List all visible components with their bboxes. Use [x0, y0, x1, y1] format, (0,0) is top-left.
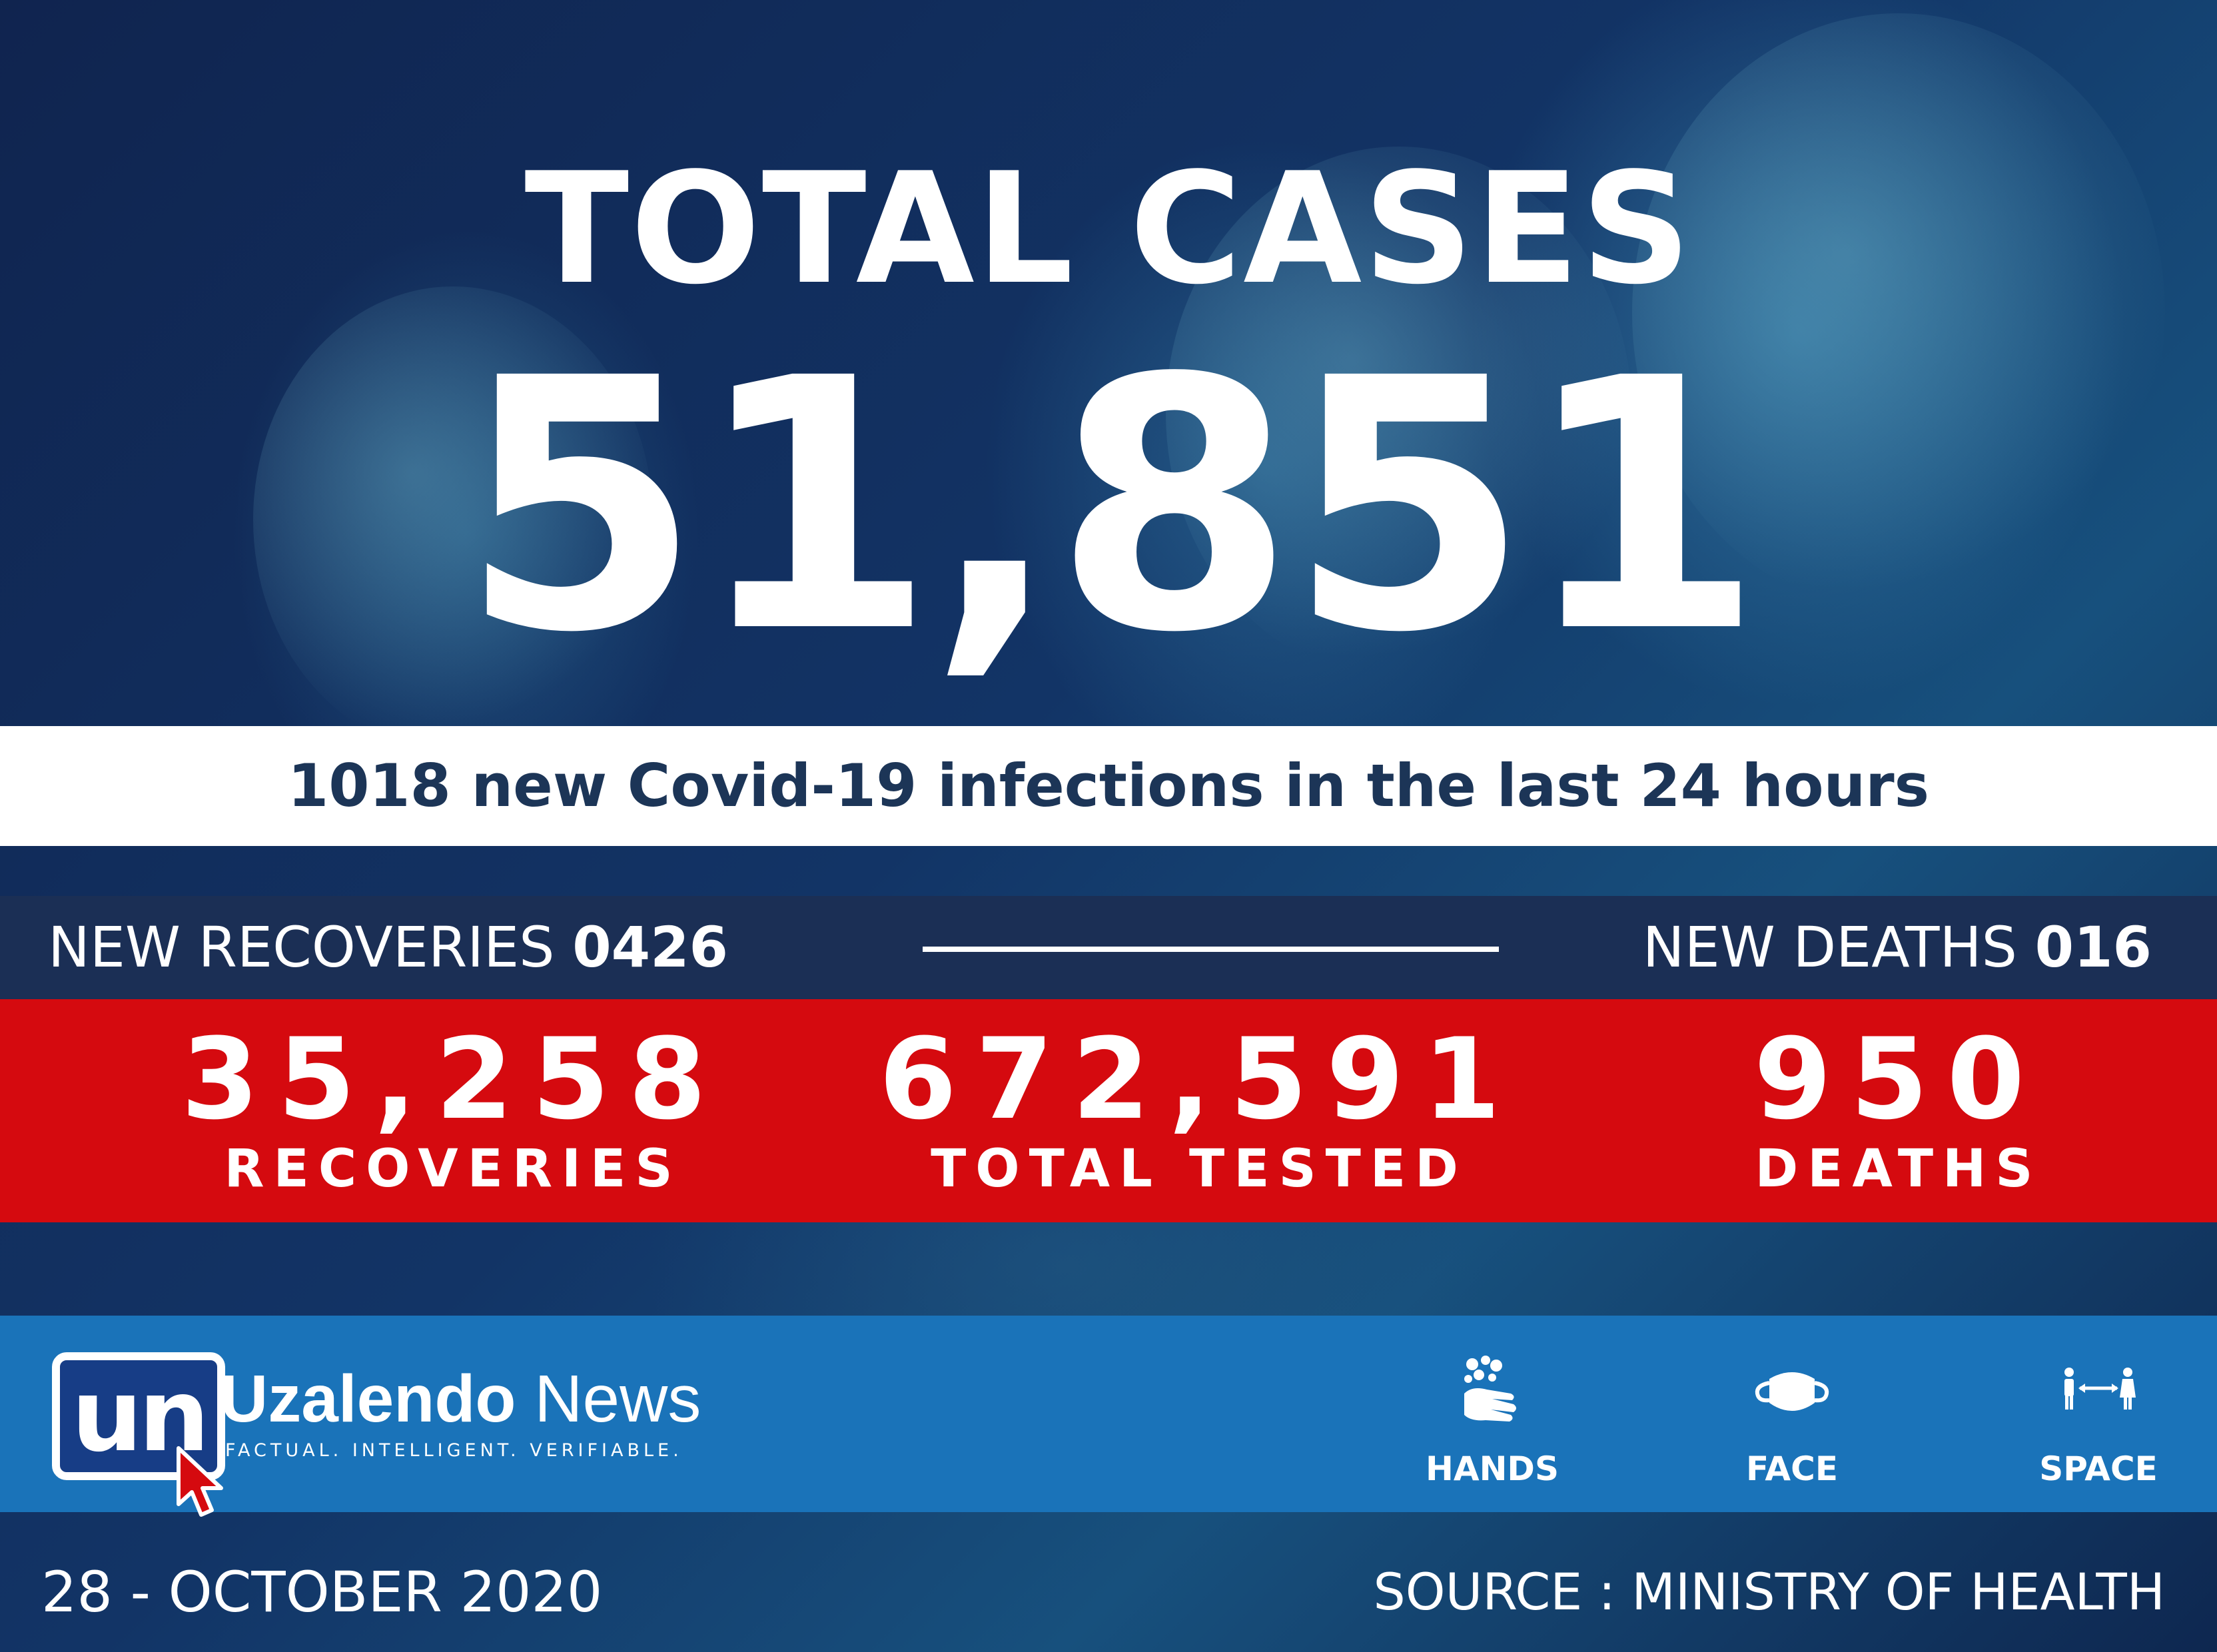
total-cases-value: 51,851	[460, 304, 1764, 708]
new-deaths: NEW DEATHS 016	[1643, 896, 2152, 999]
brand-name: Uzalendo News	[220, 1356, 701, 1442]
new-deaths-value: 016	[2034, 915, 2152, 980]
stat-total-tested: 672,591 TOTAL TESTED	[833, 999, 1565, 1222]
social-distance-icon	[2064, 1368, 2136, 1410]
total-cases-title: TOTAL CASES	[524, 141, 1693, 318]
stat-total-tested-value: 672,591	[879, 1014, 1520, 1144]
stat-deaths: 950 DEATHS	[1665, 999, 2132, 1222]
brand-name-light: News	[534, 1362, 701, 1436]
cursor-icon	[177, 1446, 223, 1517]
new-infections-text: 1018 new Covid-19 infections in the last…	[287, 751, 1930, 820]
stat-recoveries-label: RECOVERIES	[224, 1139, 682, 1199]
brand-name-bold: Uzalendo	[220, 1362, 516, 1436]
brand-tagline: FACTUAL. INTELLIGENT. VERIFIABLE.	[225, 1440, 683, 1461]
new-infections-banner: 1018 new Covid-19 infections in the last…	[0, 726, 2217, 846]
new-recoveries-value: 0426	[572, 915, 728, 980]
tip-hands-label: HANDS	[1426, 1449, 1559, 1488]
stat-deaths-value: 950	[1753, 1014, 2044, 1144]
brand-bar	[0, 1316, 2217, 1512]
background-figure	[253, 286, 653, 753]
new-recoveries-label: NEW RECOVERIES	[48, 915, 555, 980]
background-figure	[1632, 13, 2165, 613]
new-deaths-label: NEW DEATHS	[1642, 915, 2017, 980]
face-mask-icon	[1755, 1372, 1829, 1411]
tip-hands: HANDS	[1412, 1352, 1572, 1499]
background-figure	[1166, 147, 1632, 679]
tip-space-label: SPACE	[2039, 1449, 2158, 1488]
stat-total-tested-label: TOTAL TESTED	[931, 1139, 1468, 1199]
tip-face-label: FACE	[1746, 1449, 1838, 1488]
hand-washing-icon	[1464, 1356, 1516, 1422]
stat-deaths-label: DEATHS	[1755, 1139, 2042, 1199]
divider-line	[923, 947, 1499, 952]
new-recoveries: NEW RECOVERIES 0426	[48, 896, 728, 999]
tip-face: FACE	[1712, 1352, 1872, 1499]
data-source: SOURCE : MINISTRY OF HEALTH	[1373, 1562, 2165, 1621]
tip-space: SPACE	[2018, 1352, 2178, 1499]
stat-recoveries: 35,258 RECOVERIES	[153, 999, 753, 1222]
report-date: 28 - OCTOBER 2020	[41, 1559, 603, 1625]
stat-recoveries-value: 35,258	[181, 1014, 725, 1144]
cumulative-stats-bar: 35,258 RECOVERIES 672,591 TOTAL TESTED 9…	[0, 999, 2217, 1222]
